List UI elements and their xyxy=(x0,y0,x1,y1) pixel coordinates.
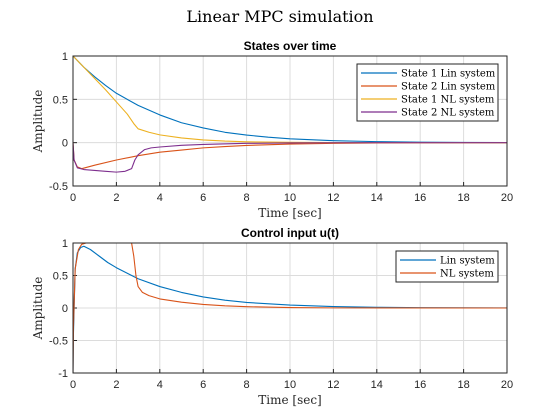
x-tick-label: 16 xyxy=(414,379,426,391)
x-tick-label: 4 xyxy=(157,379,163,391)
x-tick-label: 0 xyxy=(70,379,76,391)
axes-title: Control input u(t) xyxy=(241,226,339,240)
legend-label: State 2 Lin system xyxy=(401,82,496,93)
x-tick-label: 8 xyxy=(244,192,250,204)
x-tick-label: 2 xyxy=(113,379,119,391)
x-tick-label: 6 xyxy=(200,379,206,391)
legend: State 1 Lin system State 2 Lin system Stat… xyxy=(356,63,499,122)
series-line-2 xyxy=(73,243,507,373)
legend-label: Lin system xyxy=(440,256,495,267)
x-tick-label: 14 xyxy=(371,192,383,204)
y-tick-label: 1 xyxy=(62,51,68,63)
x-tick-label: 18 xyxy=(457,192,469,204)
series-line-4 xyxy=(73,142,507,173)
legend: Lin system NL system xyxy=(395,250,499,283)
x-tick-label: 10 xyxy=(284,379,296,391)
y-tick-label: -0.5 xyxy=(49,181,68,193)
x-tick-label: 8 xyxy=(244,379,250,391)
y-axis-label: Amplitude xyxy=(31,90,45,154)
x-tick-label: 6 xyxy=(200,192,206,204)
x-tick-label: 14 xyxy=(371,379,383,391)
x-tick-label: 18 xyxy=(457,379,469,391)
axes-box xyxy=(72,242,508,374)
figure-title: Linear MPC simulation xyxy=(186,7,373,26)
y-tick-label: 0.5 xyxy=(53,94,68,106)
series-line-3 xyxy=(73,56,507,144)
x-tick-label: 12 xyxy=(327,192,339,204)
x-tick-label: 0 xyxy=(70,192,76,204)
control-input-axes: 0 2 4 6 8 10 12 14 16 18 20 -1 -0.5 0 0.5 1 Control inpu… xyxy=(31,226,513,407)
y-tick-label: -0.5 xyxy=(49,336,68,348)
y-tick-label: 0 xyxy=(62,138,68,150)
x-tick-label: 12 xyxy=(327,379,339,391)
y-axis-label: Amplitude xyxy=(31,277,45,341)
x-tick-label: 16 xyxy=(414,192,426,204)
x-tick-label: 4 xyxy=(157,192,163,204)
x-tick-label: 2 xyxy=(113,192,119,204)
legend-label: State 1 NL system xyxy=(401,95,495,106)
x-axis-label: Time [sec] xyxy=(258,393,321,407)
x-axis-label: Time [sec] xyxy=(258,206,321,220)
series-line-1 xyxy=(73,56,507,144)
legend-box xyxy=(395,250,499,283)
axes-box xyxy=(72,55,508,187)
y-tick-label: 1 xyxy=(62,238,68,250)
axes-title: States over time xyxy=(244,39,337,53)
legend-label: State 2 NL system xyxy=(401,108,495,119)
x-tick-label: 10 xyxy=(284,192,296,204)
legend-label: State 1 Lin system xyxy=(401,69,496,80)
y-tick-label: 0 xyxy=(62,303,68,315)
y-tick-label: 0.5 xyxy=(53,271,68,283)
x-tick-label: 20 xyxy=(501,192,513,204)
legend-label: NL system xyxy=(440,269,494,280)
y-tick-label: -1 xyxy=(58,368,68,380)
x-tick-label: 20 xyxy=(501,379,513,391)
